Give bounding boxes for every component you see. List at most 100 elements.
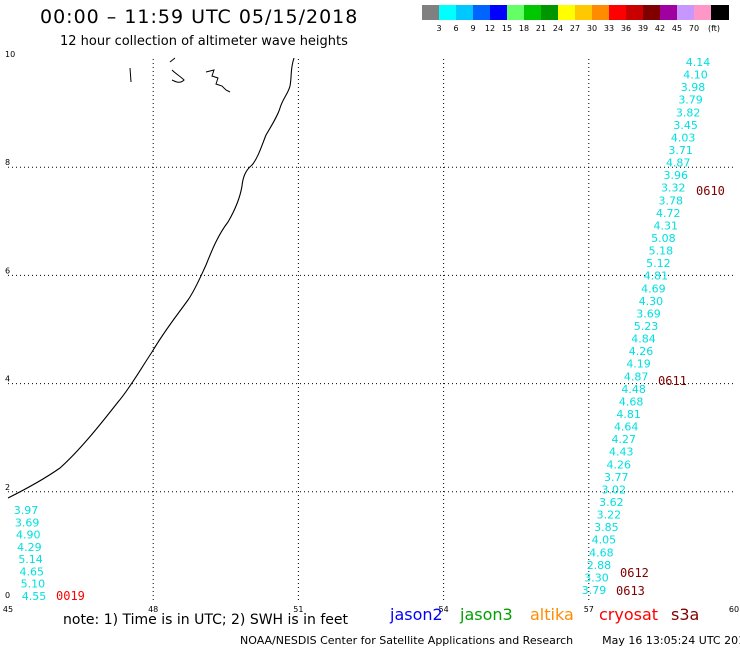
wave-height-value: 4.72 bbox=[656, 207, 681, 220]
legend-swatch bbox=[558, 5, 576, 20]
footer-credit: NOAA/NESDIS Center for Satellite Applica… bbox=[240, 634, 574, 647]
wave-height-value: 4.10 bbox=[683, 69, 708, 82]
pass-time-label: 0613 bbox=[616, 584, 645, 598]
legend-swatch bbox=[711, 5, 729, 20]
wave-height-value: 4.87 bbox=[624, 370, 649, 383]
wave-height-value: 3.71 bbox=[668, 144, 693, 157]
island-2 bbox=[169, 57, 185, 83]
map-grid: 45 48 51 54 57 60 0 2 4 6 8 10 bbox=[3, 50, 739, 614]
wave-height-value: 3.30 bbox=[584, 571, 609, 584]
wave-height-value: 4.81 bbox=[644, 270, 669, 283]
legend-swatch bbox=[456, 5, 474, 20]
wave-height-value: 4.14 bbox=[686, 56, 711, 69]
footer-timestamp: May 16 13:05:24 UTC 2018 bbox=[602, 634, 740, 647]
legend-swatch bbox=[660, 5, 678, 20]
legend-label: 30 bbox=[586, 24, 598, 33]
wave-height-value: 3.79 bbox=[678, 94, 703, 107]
legend-swatch bbox=[677, 5, 695, 20]
legend-swatch bbox=[473, 5, 491, 20]
wave-height-value: 3.98 bbox=[681, 81, 706, 94]
sat-cryosat: cryosat bbox=[599, 605, 659, 624]
legend-label: 18 bbox=[518, 24, 530, 33]
wave-height-value: 3.32 bbox=[661, 182, 686, 195]
x-tick-label: 51 bbox=[293, 605, 303, 614]
legend-swatch bbox=[541, 5, 559, 20]
wave-height-value: 4.65 bbox=[19, 565, 44, 578]
legend-label: 21 bbox=[535, 24, 547, 33]
legend-unit: (ft) bbox=[707, 24, 721, 33]
legend-label: 39 bbox=[637, 24, 649, 33]
pass-time-label: 0019 bbox=[56, 589, 85, 603]
wave-height-value: 4.55 bbox=[22, 590, 47, 603]
wave-height-value: 4.26 bbox=[629, 345, 654, 358]
y-tick-label: 2 bbox=[5, 483, 10, 492]
legend-swatch bbox=[694, 5, 712, 20]
wave-height-value: 4.03 bbox=[671, 131, 696, 144]
map-subtitle: 12 hour collection of altimeter wave hei… bbox=[60, 34, 348, 49]
units-note: note: 1) Time is in UTC; 2) SWH is in fe… bbox=[63, 612, 349, 628]
wave-height-value: 3.69 bbox=[15, 516, 40, 529]
legend-label: 27 bbox=[569, 24, 581, 33]
wave-height-value: 4.68 bbox=[619, 395, 644, 408]
y-tick-label: 6 bbox=[5, 266, 10, 275]
y-tick-label: 10 bbox=[5, 50, 15, 59]
legend-swatch bbox=[422, 5, 440, 20]
wave-height-value: 4.05 bbox=[592, 534, 617, 547]
wave-height-value: 4.27 bbox=[611, 433, 636, 446]
wave-height-value: 3.96 bbox=[663, 169, 688, 182]
legend-swatch bbox=[609, 5, 627, 20]
wave-height-value: 5.08 bbox=[651, 232, 676, 245]
legend-label: 12 bbox=[484, 24, 496, 33]
wave-height-legend: 3 6 9 12 15 18 21 24 27 30 33 36 39 42 45 70 (ft) bbox=[422, 5, 729, 35]
wave-height-value: 2.88 bbox=[587, 559, 612, 572]
x-tick-label: 45 bbox=[3, 605, 13, 614]
sat-jason2: jason2 bbox=[390, 605, 443, 624]
coastline-path bbox=[7, 57, 295, 499]
wave-height-value: 4.64 bbox=[614, 421, 639, 434]
pass-time-label: 0612 bbox=[620, 566, 649, 580]
pass-time-labels: 0610 0611 0612 0613 0019 bbox=[56, 184, 725, 603]
wave-height-value: 4.43 bbox=[609, 446, 634, 459]
island-1 bbox=[129, 67, 132, 83]
legend-swatch bbox=[592, 5, 610, 20]
legend-label: 15 bbox=[501, 24, 513, 33]
wave-height-value: 3.02 bbox=[602, 483, 627, 496]
wave-height-value: 3.45 bbox=[673, 119, 698, 132]
pass-time-label: 0610 bbox=[696, 184, 725, 198]
wave-height-value: 4.19 bbox=[626, 358, 651, 371]
wave-height-value: 4.69 bbox=[641, 282, 666, 295]
legend-label: 36 bbox=[620, 24, 632, 33]
coastline bbox=[7, 57, 295, 499]
sat-altika: altika bbox=[530, 605, 574, 624]
y-tick-label: 0 bbox=[5, 591, 10, 600]
y-tick-label: 8 bbox=[5, 158, 10, 167]
sat-jason3: jason3 bbox=[460, 605, 513, 624]
x-tick-label: 54 bbox=[439, 605, 449, 614]
wave-height-value: 5.10 bbox=[21, 578, 46, 591]
altimeter-tracks: 4.144.103.983.793.823.454.033.714.873.96… bbox=[14, 56, 711, 603]
wave-height-value: 4.68 bbox=[589, 546, 614, 559]
island-3 bbox=[205, 69, 231, 93]
sat-s3a: s3a bbox=[671, 605, 700, 624]
legend-label: 6 bbox=[453, 24, 459, 33]
wave-height-value: 3.62 bbox=[599, 496, 624, 509]
y-tick-label: 4 bbox=[5, 375, 10, 384]
wave-height-value: 4.84 bbox=[631, 333, 656, 346]
wave-height-value: 4.29 bbox=[17, 541, 42, 554]
legend-swatch bbox=[524, 5, 542, 20]
legend-label: 24 bbox=[552, 24, 564, 33]
wave-height-value: 3.78 bbox=[659, 194, 684, 207]
legend-swatch bbox=[490, 5, 508, 20]
legend-swatch bbox=[626, 5, 644, 20]
wave-height-value: 4.31 bbox=[654, 219, 679, 232]
x-tick-label: 57 bbox=[584, 605, 594, 614]
wave-height-value: 3.77 bbox=[604, 471, 629, 484]
legend-swatch bbox=[439, 5, 457, 20]
map-title: 00:00 – 11:59 UTC 05/15/2018 bbox=[40, 6, 359, 28]
legend-swatch bbox=[575, 5, 593, 20]
footer: NOAA/NESDIS Center for Satellite Applica… bbox=[240, 634, 740, 647]
wave-height-value: 5.18 bbox=[649, 245, 674, 258]
wave-height-value: 4.81 bbox=[616, 408, 641, 421]
legend-label: 33 bbox=[603, 24, 615, 33]
wave-height-value: 5.12 bbox=[646, 257, 671, 270]
